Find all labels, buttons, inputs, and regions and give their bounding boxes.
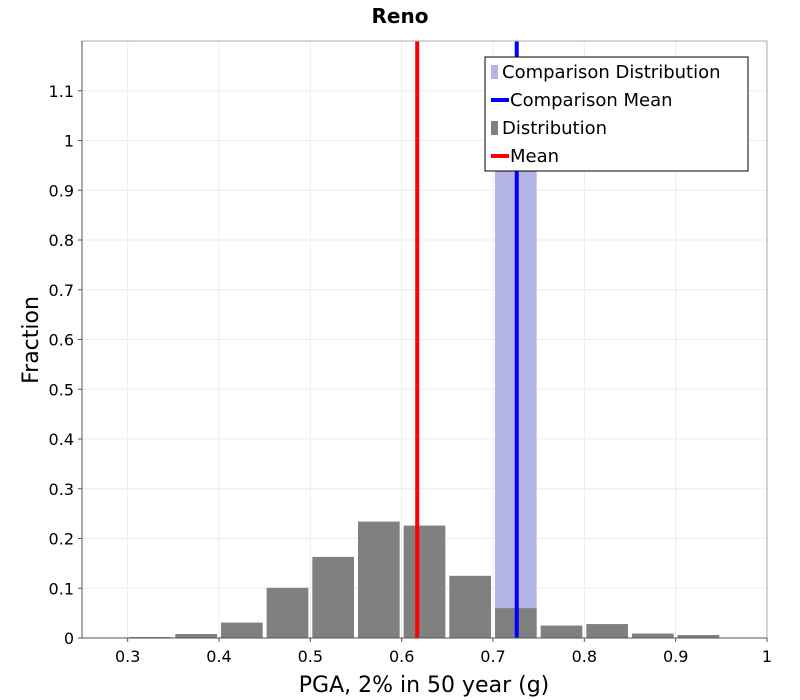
tick-labels: 0.3 0.4 0.5 0.6 0.7 0.8 0.9 1 0 0.1 0.2 0.3 0.4 0.5 0.… bbox=[49, 82, 773, 666]
y-axis-title: Fraction bbox=[19, 296, 44, 384]
y-tick-label: 0.4 bbox=[49, 430, 74, 449]
legend-box bbox=[484, 56, 749, 172]
x-tick-label: 0.9 bbox=[663, 647, 688, 666]
y-tick-label: 1 bbox=[64, 132, 74, 151]
distribution-bar bbox=[358, 521, 400, 638]
x-tick-label: 0.6 bbox=[389, 647, 414, 666]
x-tick-label: 0.5 bbox=[298, 647, 323, 666]
y-tick-label: 0.1 bbox=[49, 579, 74, 598]
legend-entry: Comparison Mean bbox=[491, 90, 673, 111]
distribution-bar bbox=[175, 634, 217, 638]
legend: Comparison Distribution Comparison Mean Di… bbox=[484, 56, 749, 172]
distribution-bar bbox=[540, 625, 583, 638]
legend-label: Distribution bbox=[502, 118, 607, 139]
legend-swatch bbox=[491, 121, 498, 135]
y-tick-label: 0.8 bbox=[49, 231, 74, 250]
x-tick-label: 0.8 bbox=[572, 647, 597, 666]
x-tick-label: 1 bbox=[762, 647, 772, 666]
distribution-bar bbox=[312, 556, 354, 638]
x-tick-label: 0.7 bbox=[480, 647, 505, 666]
y-tick-label: 1.1 bbox=[49, 82, 74, 101]
distribution-bar bbox=[632, 633, 674, 638]
distribution-bar bbox=[266, 587, 309, 638]
y-tick-label: 0.3 bbox=[49, 480, 74, 499]
distribution-bar bbox=[403, 525, 446, 638]
x-tick-label: 0.3 bbox=[115, 647, 140, 666]
y-tick-label: 0 bbox=[64, 629, 74, 648]
y-tick-label: 0.6 bbox=[49, 331, 74, 350]
legend-label: Mean bbox=[510, 146, 559, 167]
legend-entry: Comparison Distribution bbox=[491, 62, 721, 83]
distribution-bar bbox=[586, 624, 628, 638]
legend-entry: Mean bbox=[491, 146, 559, 167]
distribution-bar bbox=[221, 622, 263, 638]
y-tick-label: 0.5 bbox=[49, 380, 74, 399]
legend-swatch bbox=[491, 65, 498, 79]
legend-label: Comparison Distribution bbox=[502, 62, 721, 83]
distribution-bar bbox=[677, 635, 720, 638]
legend-label: Comparison Mean bbox=[510, 90, 673, 111]
y-tick-label: 0.7 bbox=[49, 281, 74, 300]
x-tick-label: 0.4 bbox=[206, 647, 231, 666]
y-tick-label: 0.2 bbox=[49, 530, 74, 549]
chart-title: Reno bbox=[372, 4, 429, 28]
y-tick-label: 0.9 bbox=[49, 181, 74, 200]
legend-entry: Distribution bbox=[491, 118, 607, 139]
distribution-bar bbox=[449, 575, 491, 638]
x-axis-title: PGA, 2% in 50 year (g) bbox=[299, 673, 550, 698]
